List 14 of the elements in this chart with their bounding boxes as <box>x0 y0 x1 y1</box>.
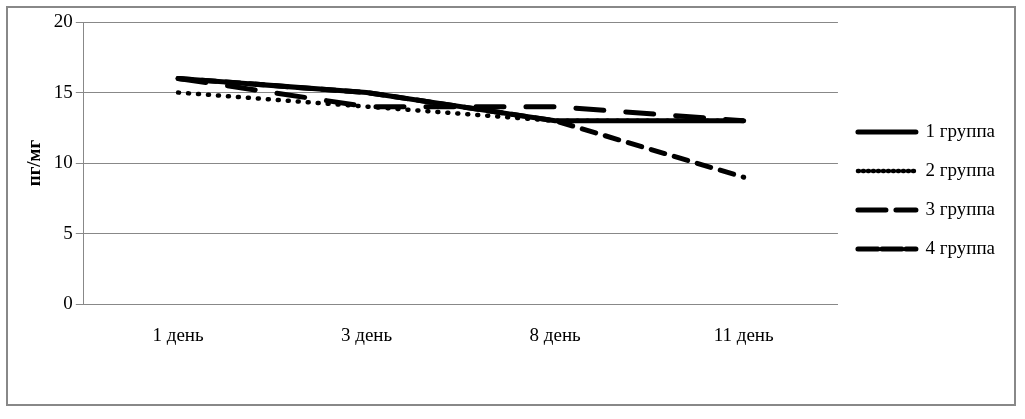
legend-label: 4 группа <box>925 236 996 258</box>
x-tick-label: 8 день <box>529 323 582 345</box>
legend-label: 1 группа <box>925 119 996 141</box>
y-tick-label: 10 <box>53 151 73 173</box>
x-tick-label: 11 день <box>713 323 774 345</box>
y-tick-label: 15 <box>53 80 73 102</box>
x-tick-label: 3 день <box>341 323 393 345</box>
legend-label: 2 группа <box>925 158 996 180</box>
y-tick-label: 20 <box>53 9 73 31</box>
x-tick-label: 1 день <box>152 323 204 345</box>
y-tick-label: 0 <box>63 292 73 314</box>
legend-label: 3 группа <box>925 197 996 219</box>
y-axis-title: пг/мг <box>23 139 45 187</box>
y-tick-label: 5 <box>63 221 73 243</box>
